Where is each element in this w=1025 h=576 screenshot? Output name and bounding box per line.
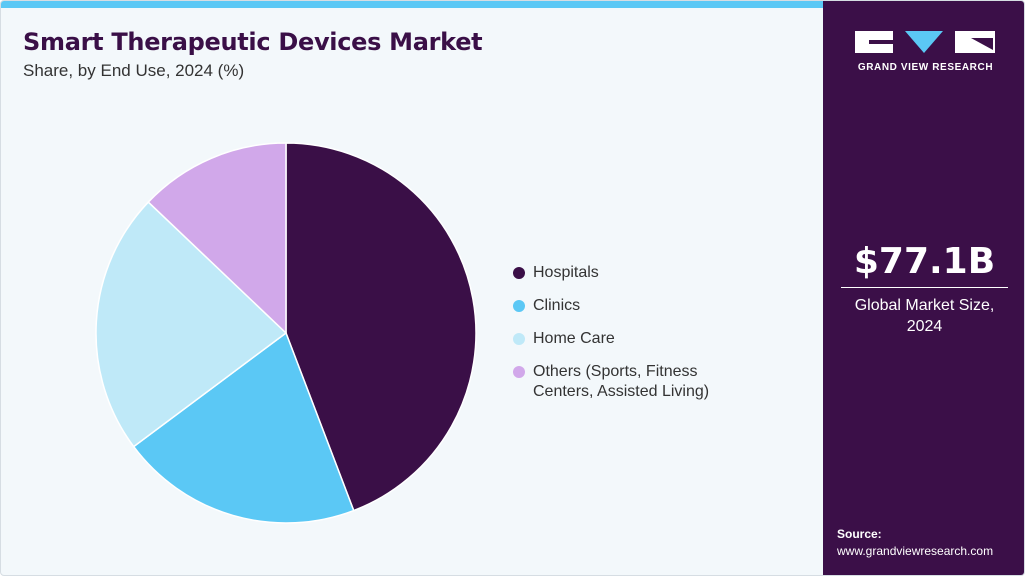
divider <box>841 287 1008 288</box>
market-size-caption: Global Market Size, 2024 <box>854 297 995 335</box>
chart-subtitle: Share, by End Use, 2024 (%) <box>23 61 245 80</box>
chart-legend: Hospitals Clinics Home Care Others (Spor… <box>513 263 803 415</box>
legend-item-hospitals: Hospitals <box>513 263 803 283</box>
logo-text: GRAND VIEW RESEARCH <box>857 62 994 73</box>
market-size-value: $77.1B <box>853 241 996 282</box>
pie-slice-home-care <box>95 201 288 448</box>
grand-view-research-logo: GRAND VIEW RESEARCH <box>853 28 998 78</box>
legend-label: Hospitals <box>533 264 599 281</box>
source-label: Source: <box>837 527 882 541</box>
legend-label: Others (Sports, Fitness Centers, Assiste… <box>533 363 710 400</box>
source-url: www.grandviewresearch.com <box>837 544 994 558</box>
pie-slice-hospitals <box>285 142 477 512</box>
legend-item-others: Others (Sports, Fitness Centers, Assiste… <box>513 362 803 402</box>
chart-title: Smart Therapeutic Devices Market <box>23 28 483 56</box>
pie-slice-clinics <box>132 331 355 524</box>
legend-swatch <box>513 333 525 345</box>
legend-label: Clinics <box>533 297 581 314</box>
pie-slice-others <box>147 142 287 335</box>
legend-swatch <box>513 267 525 279</box>
accent-top-bar <box>1 1 823 8</box>
legend-swatch <box>513 366 525 378</box>
legend-item-clinics: Clinics <box>513 296 803 316</box>
side-panel: GRAND VIEW RESEARCH $77.1B Global Market… <box>823 1 1024 575</box>
gvr-logo-icon <box>855 31 995 53</box>
pie-chart <box>95 142 477 524</box>
legend-swatch <box>513 300 525 312</box>
legend-item-home-care: Home Care <box>513 329 803 349</box>
legend-label: Home Care <box>533 330 615 347</box>
